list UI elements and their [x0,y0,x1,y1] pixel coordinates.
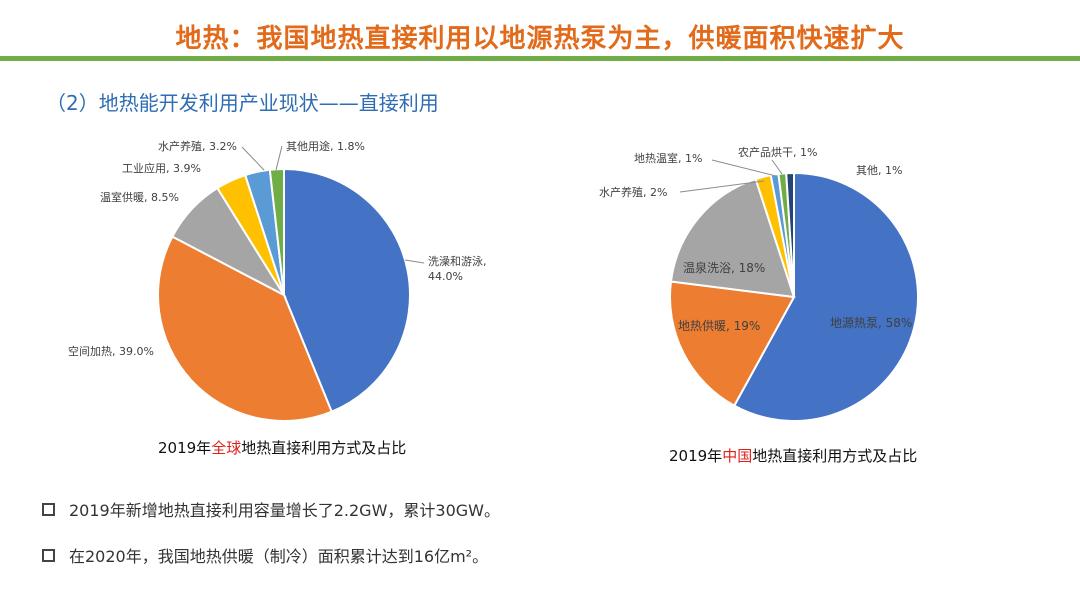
data-label: 温室供暖, 8.5% [100,190,179,204]
global-chart-caption: 2019年全球地热直接利用方式及占比 [158,437,406,458]
data-label-line: 温泉洗浴, 18% [683,261,765,275]
data-label: 其他, 1% [856,164,902,177]
china-caption-highlight: 中国 [722,447,753,465]
china-caption-suffix: 地热直接利用方式及占比 [752,447,918,465]
data-label: 水产养殖, 3.2% [158,139,237,153]
bullet-item: 2019年新增地热直接利用容量增长了2.2GW，累计30GW。 [42,497,500,521]
pie-slice [669,280,796,408]
bullet-text: 在2020年，我国地热供暖（制冷）面积累计达到16亿m²。 [69,547,489,566]
china-caption-prefix: 2019年 [669,447,723,465]
global-caption-highlight: 全球 [211,439,242,457]
china-chart-caption: 2019年中国地热直接利用方式及占比 [669,445,917,466]
data-label-line: 水产养殖, 3.2% [158,139,237,153]
data-label-line: 44.0% [428,270,463,283]
data-label: 洗澡和游泳, 44.0% [428,254,487,283]
data-label: 地热供暖, 19% [678,319,760,333]
leader-line [241,146,265,171]
data-label-line: 地源热泵, 58% [830,316,912,330]
data-label-line: 农产品烘干, 1% [738,145,817,159]
data-label: 温泉洗浴, 18% [683,261,765,275]
data-label-line: 空间加热, 39.0% [68,344,154,358]
pie-slice [732,171,919,422]
data-label-line: 工业应用, 3.9% [122,161,201,175]
data-label-line: 洗澡和游泳, [428,254,487,268]
data-label-line: 水产养殖, 2% [599,185,667,199]
leader-line [275,145,283,171]
leader-line [771,159,783,175]
leader-line [711,159,777,177]
pie-slice [157,235,333,422]
data-label-line: 其他用途, 1.8% [286,139,365,153]
section-subtitle: （2）地热能开发利用产业现状——直接利用 [46,91,439,115]
data-label: 水产养殖, 2% [599,185,667,199]
pie-slice [283,167,411,413]
data-label: 其他用途, 1.8% [286,139,365,153]
data-label-line: 地热温室, 1% [634,151,702,165]
title-divider [0,56,1080,61]
data-label-line: 其他, 1% [856,164,902,177]
data-label-line: 温室供暖, 8.5% [100,190,179,204]
page-title: 地热：我国地热直接利用以地源热泵为主，供暖面积快速扩大 [175,24,905,54]
data-label: 地热温室, 1% [634,151,702,165]
bullet-box-icon [42,548,55,562]
pie-slice [268,167,285,296]
pie-slice [785,171,795,298]
bullet-text: 2019年新增地热直接利用容量增长了2.2GW，累计30GW。 [69,501,500,520]
bullet-box-icon [42,502,55,516]
data-label: 农产品烘干, 1% [738,145,817,159]
data-label-line: 地热供暖, 19% [678,319,760,333]
leader-line [404,259,425,264]
global-caption-suffix: 地热直接利用方式及占比 [241,439,407,457]
leader-line [679,180,765,193]
data-label: 工业应用, 3.9% [122,161,201,175]
data-label: 空间加热, 39.0% [68,344,154,358]
data-label: 地源热泵, 58% [830,316,912,330]
global-caption-prefix: 2019年 [158,439,212,457]
bullet-item: 在2020年，我国地热供暖（制冷）面积累计达到16亿m²。 [42,543,488,567]
